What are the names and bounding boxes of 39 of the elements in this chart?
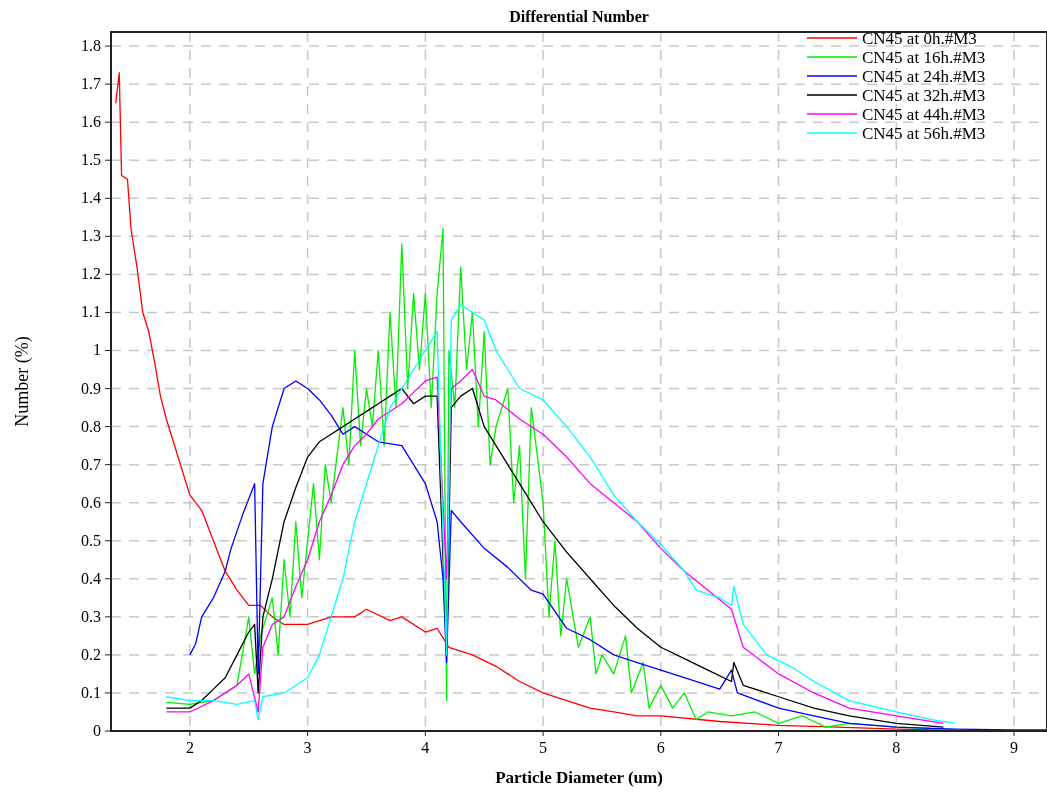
x-tick-label: 7 bbox=[774, 739, 783, 756]
legend-label: CN45 at 32h.#M3 bbox=[862, 86, 986, 105]
y-tick-label: 0.3 bbox=[81, 607, 101, 625]
legend-label: CN45 at 44h.#M3 bbox=[862, 105, 986, 124]
y-tick-label: 0.1 bbox=[81, 683, 101, 701]
y-tick-label: 0.5 bbox=[81, 531, 101, 549]
y-tick-label: 0 bbox=[93, 722, 101, 739]
y-tick-label: 1.5 bbox=[81, 151, 101, 169]
x-tick-label: 3 bbox=[303, 739, 312, 756]
line-series bbox=[165, 228, 945, 730]
y-tick-label: 0.6 bbox=[81, 493, 101, 511]
y-tick-label: 1.3 bbox=[81, 227, 101, 245]
y-tick-label: 1.2 bbox=[81, 265, 101, 283]
y-tick-label: 0.7 bbox=[81, 455, 101, 473]
y-tick-label: 1.1 bbox=[81, 303, 101, 321]
legend-label: CN45 at 0h.#M3 bbox=[862, 29, 977, 48]
y-tick-label: 1.8 bbox=[81, 37, 101, 55]
x-tick-label: 2 bbox=[185, 739, 194, 756]
x-tick-label: 6 bbox=[656, 739, 665, 756]
y-tick-label: 1 bbox=[93, 341, 101, 359]
x-tick-label: 4 bbox=[421, 739, 430, 756]
legend-label: CN45 at 56h.#M3 bbox=[862, 124, 986, 143]
y-tick-label: 0.2 bbox=[81, 645, 101, 663]
x-tick-label: 9 bbox=[1010, 739, 1019, 756]
legend-label: CN45 at 16h.#M3 bbox=[862, 48, 986, 67]
line-series bbox=[189, 380, 1047, 731]
y-axis-title: Number (%) bbox=[12, 336, 33, 427]
x-axis-title: Particle Diameter (um) bbox=[495, 768, 663, 787]
legend-label: CN45 at 24h.#M3 bbox=[862, 67, 986, 86]
x-tick-label: 5 bbox=[539, 739, 548, 756]
y-tick-label: 0.9 bbox=[81, 379, 101, 397]
y-tick-label: 1.7 bbox=[81, 75, 101, 93]
chart-title: Differential Number bbox=[509, 8, 649, 25]
y-tick-label: 1.6 bbox=[81, 113, 101, 131]
y-tick-label: 0.8 bbox=[81, 417, 101, 435]
y-tick-label: 0.4 bbox=[81, 569, 101, 587]
y-tick-label: 1.4 bbox=[81, 189, 101, 207]
x-tick-label: 8 bbox=[892, 739, 901, 756]
line-series bbox=[165, 304, 956, 725]
